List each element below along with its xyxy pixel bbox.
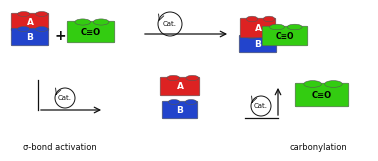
Ellipse shape [168, 99, 180, 104]
Text: C≡O: C≡O [312, 90, 332, 99]
Ellipse shape [263, 33, 276, 38]
Ellipse shape [93, 19, 109, 25]
FancyBboxPatch shape [240, 18, 276, 38]
Text: A: A [254, 24, 262, 33]
Ellipse shape [18, 12, 30, 16]
Ellipse shape [246, 16, 258, 22]
Text: B: B [254, 39, 262, 48]
Text: A: A [177, 82, 183, 91]
FancyBboxPatch shape [11, 13, 49, 31]
Ellipse shape [186, 75, 199, 81]
Ellipse shape [287, 24, 302, 30]
FancyBboxPatch shape [11, 28, 49, 46]
Text: B: B [177, 105, 183, 114]
Ellipse shape [18, 27, 30, 31]
Ellipse shape [304, 81, 321, 87]
Text: +: + [54, 29, 66, 43]
Text: carbonylation: carbonylation [289, 143, 347, 152]
Text: Cat.: Cat. [163, 21, 177, 27]
Ellipse shape [270, 24, 285, 30]
Ellipse shape [263, 16, 275, 22]
Text: Cat.: Cat. [254, 103, 268, 109]
FancyBboxPatch shape [295, 83, 349, 107]
Ellipse shape [325, 81, 342, 87]
FancyBboxPatch shape [162, 101, 198, 119]
Ellipse shape [36, 27, 48, 31]
FancyBboxPatch shape [67, 21, 115, 43]
Text: C≡O: C≡O [276, 32, 294, 41]
FancyBboxPatch shape [262, 26, 308, 46]
Text: B: B [26, 33, 33, 42]
Text: A: A [26, 18, 34, 27]
Ellipse shape [36, 12, 48, 16]
Ellipse shape [75, 19, 91, 25]
Ellipse shape [167, 75, 180, 81]
FancyBboxPatch shape [160, 77, 200, 96]
Text: σ-bond activation: σ-bond activation [23, 143, 97, 152]
Ellipse shape [246, 33, 258, 38]
FancyBboxPatch shape [239, 35, 277, 53]
Ellipse shape [185, 99, 197, 104]
Text: C≡O: C≡O [81, 28, 101, 37]
Text: Cat.: Cat. [58, 95, 72, 101]
